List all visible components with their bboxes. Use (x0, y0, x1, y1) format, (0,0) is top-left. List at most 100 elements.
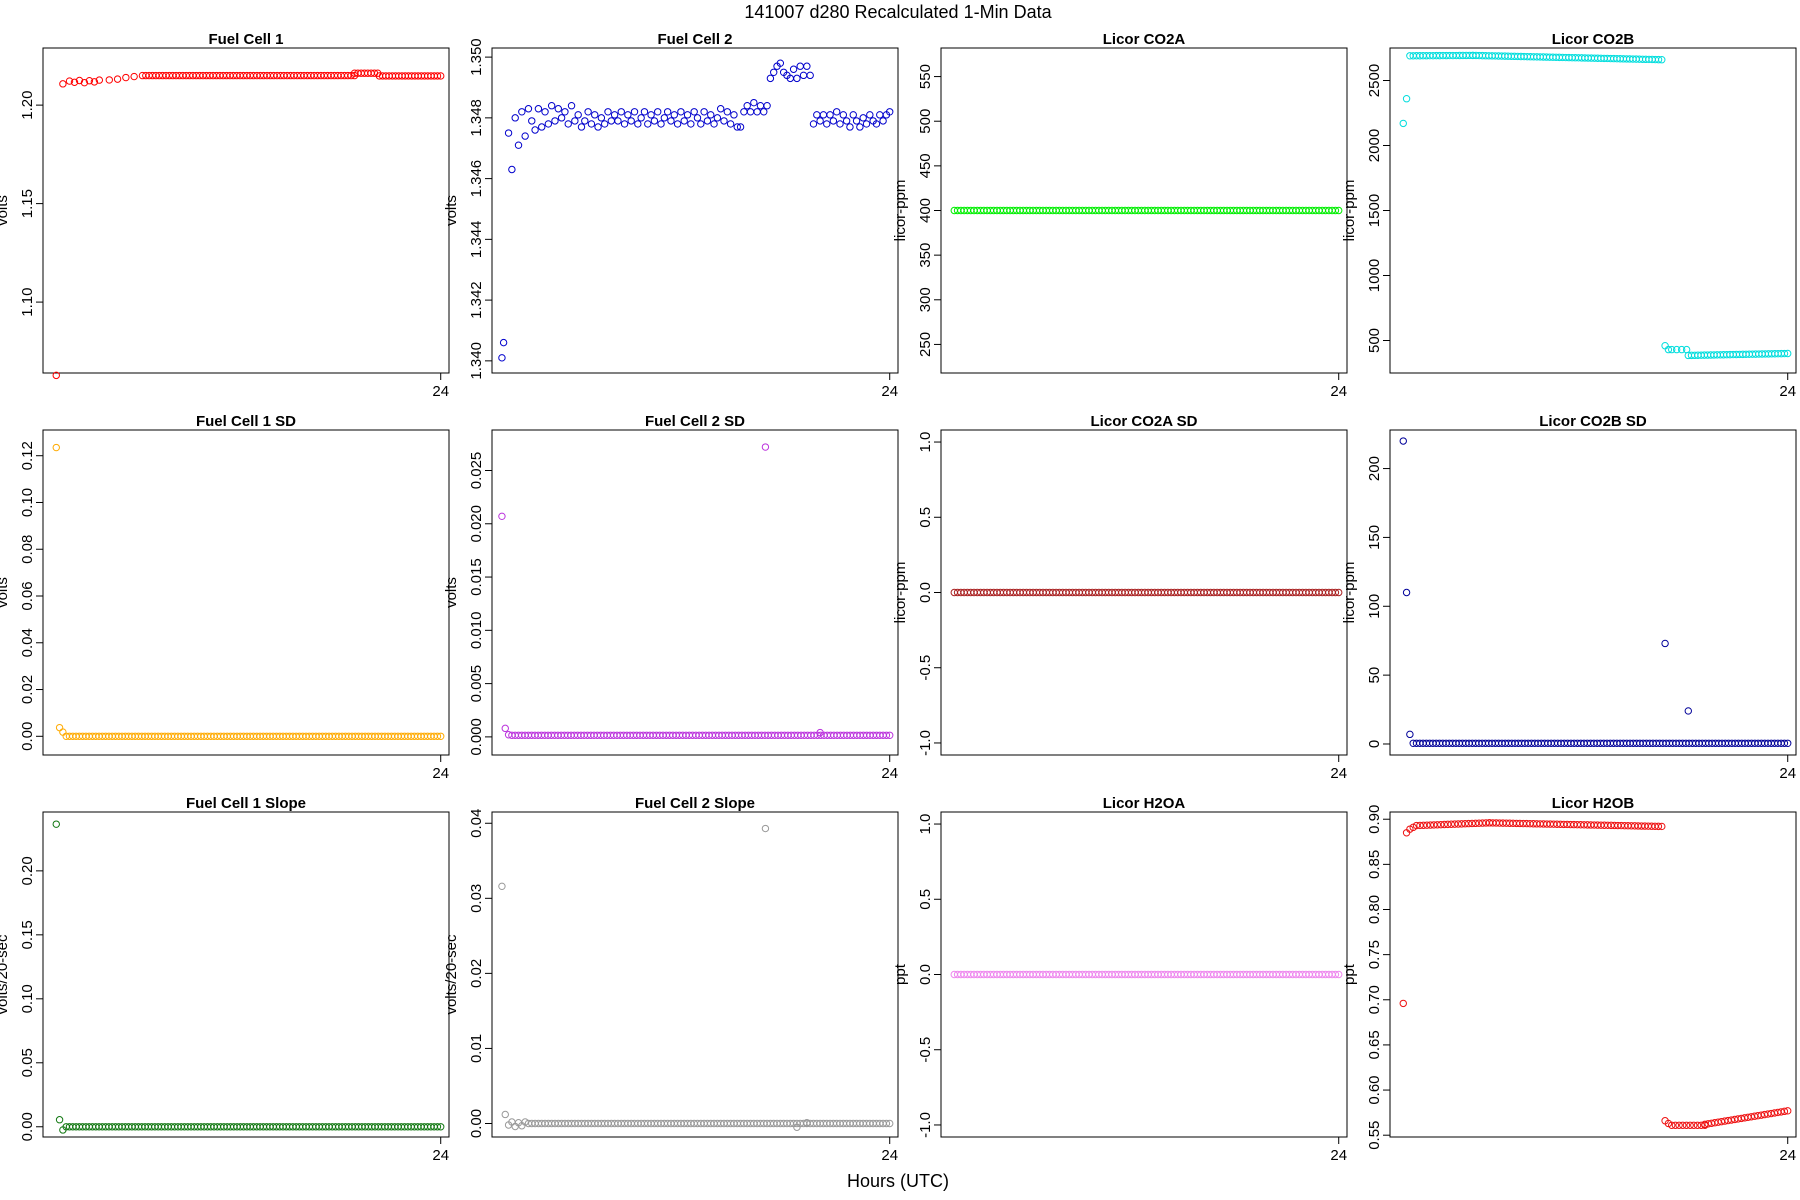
chart-panel: Licor CO2B SD licor-ppm 0 50 100 150 200 24 (1341, 413, 1797, 782)
data-point (534, 105, 543, 113)
data-point (1682, 1121, 1691, 1129)
data-point (1780, 1107, 1789, 1116)
data-point (1672, 345, 1681, 354)
y-tick-label: 250 (917, 332, 934, 357)
data-point (1468, 819, 1476, 828)
data-point (670, 111, 678, 119)
y-tick-label: 350 (917, 243, 934, 268)
y-tick-label: -1.0 (917, 1112, 934, 1138)
y-tick-label: 0.15 (19, 920, 36, 949)
data-point (839, 111, 848, 119)
data-point (793, 74, 801, 83)
data-point (528, 117, 536, 125)
data-point (59, 1126, 67, 1134)
data-point (886, 731, 894, 739)
data-point (1335, 206, 1343, 215)
data-point (1454, 820, 1462, 828)
figure-x-axis-label: Hours (UTC) (847, 1171, 949, 1191)
data-point (654, 108, 662, 116)
y-tick-label: 0.025 (468, 452, 485, 490)
plot-frame (491, 47, 899, 374)
data-point (879, 117, 887, 125)
data-point (799, 71, 808, 80)
data-point (630, 108, 639, 116)
y-tick-label: 0.04 (468, 809, 485, 838)
y-tick-label: -1.0 (917, 730, 934, 756)
data-point (574, 111, 582, 119)
data-point (113, 75, 122, 83)
data-point (1661, 639, 1669, 648)
data-point (816, 117, 824, 125)
x-tick-label: 24 (1330, 765, 1347, 782)
data-point (95, 76, 104, 84)
data-point (604, 108, 612, 116)
data-point (587, 120, 596, 128)
y-tick-label: 0.10 (19, 488, 36, 517)
data-point (789, 65, 798, 73)
data-point (826, 111, 834, 119)
figure-title: 141007 d280 Recalculated 1-Min Data (744, 2, 1052, 22)
data-point (1426, 821, 1435, 829)
data-point (521, 132, 529, 140)
data-point (551, 117, 559, 125)
y-tick-label: 0.10 (19, 984, 36, 1013)
data-point (872, 120, 881, 128)
y-tick-label: 0 (1366, 740, 1383, 748)
data-point (614, 117, 622, 125)
data-point (657, 120, 665, 128)
data-point (660, 114, 669, 122)
data-point (594, 123, 602, 131)
data-point (567, 102, 576, 110)
y-axis-label: volts (443, 195, 460, 226)
x-tick-label: 24 (1330, 383, 1347, 400)
chart-panel: Fuel Cell 2 volts 1.340 1.342 1.344 1.346 1.34… (443, 31, 899, 400)
panel-title: Fuel Cell 2 SD (645, 413, 745, 430)
x-tick-label: 24 (1330, 1147, 1347, 1164)
data-point (1409, 823, 1417, 832)
data-point (1661, 342, 1669, 350)
x-tick-label: 24 (1779, 765, 1796, 782)
data-point (1784, 1107, 1792, 1115)
panel-title: Fuel Cell 2 Slope (635, 795, 755, 812)
data-point (52, 443, 60, 452)
data-point (498, 354, 506, 362)
data-point (581, 117, 589, 125)
data-point (1784, 349, 1792, 358)
data-point (750, 98, 758, 107)
y-tick-label: 2500 (1366, 64, 1383, 97)
y-tick-label: 1.20 (19, 91, 36, 120)
data-point (819, 111, 828, 119)
data-point (122, 73, 130, 82)
data-point (1423, 821, 1431, 829)
data-point (1658, 56, 1666, 64)
data-point (876, 111, 884, 119)
data-point (1437, 820, 1445, 829)
data-point (498, 512, 506, 521)
data-point (1654, 55, 1663, 64)
data-point (1331, 970, 1340, 979)
data-point (730, 111, 738, 119)
data-point (1697, 1121, 1705, 1129)
data-point (886, 1119, 894, 1128)
chart-panel: Licor H2OA ppt -1.0 -0.5 0.0 0.5 1.0 24 (892, 795, 1348, 1164)
data-point (1679, 1121, 1687, 1129)
y-axis-label: licor-ppm (892, 180, 909, 242)
data-point (521, 1118, 529, 1126)
y-tick-label: 150 (1366, 525, 1383, 550)
data-point (433, 72, 442, 80)
data-point (667, 117, 675, 125)
data-point (1416, 821, 1424, 830)
data-point (561, 108, 569, 116)
data-point (647, 111, 655, 119)
data-point (620, 120, 629, 128)
data-point (856, 123, 864, 131)
panel-title: Fuel Cell 1 Slope (186, 795, 306, 812)
plot-frame (491, 811, 899, 1138)
data-point (65, 77, 74, 85)
data-point (1478, 819, 1487, 827)
y-axis-label: volts (0, 577, 11, 608)
data-point (1464, 819, 1473, 828)
y-tick-label: 0.020 (468, 505, 485, 543)
data-point (55, 1116, 64, 1124)
y-tick-label: 0.00 (19, 1112, 36, 1141)
